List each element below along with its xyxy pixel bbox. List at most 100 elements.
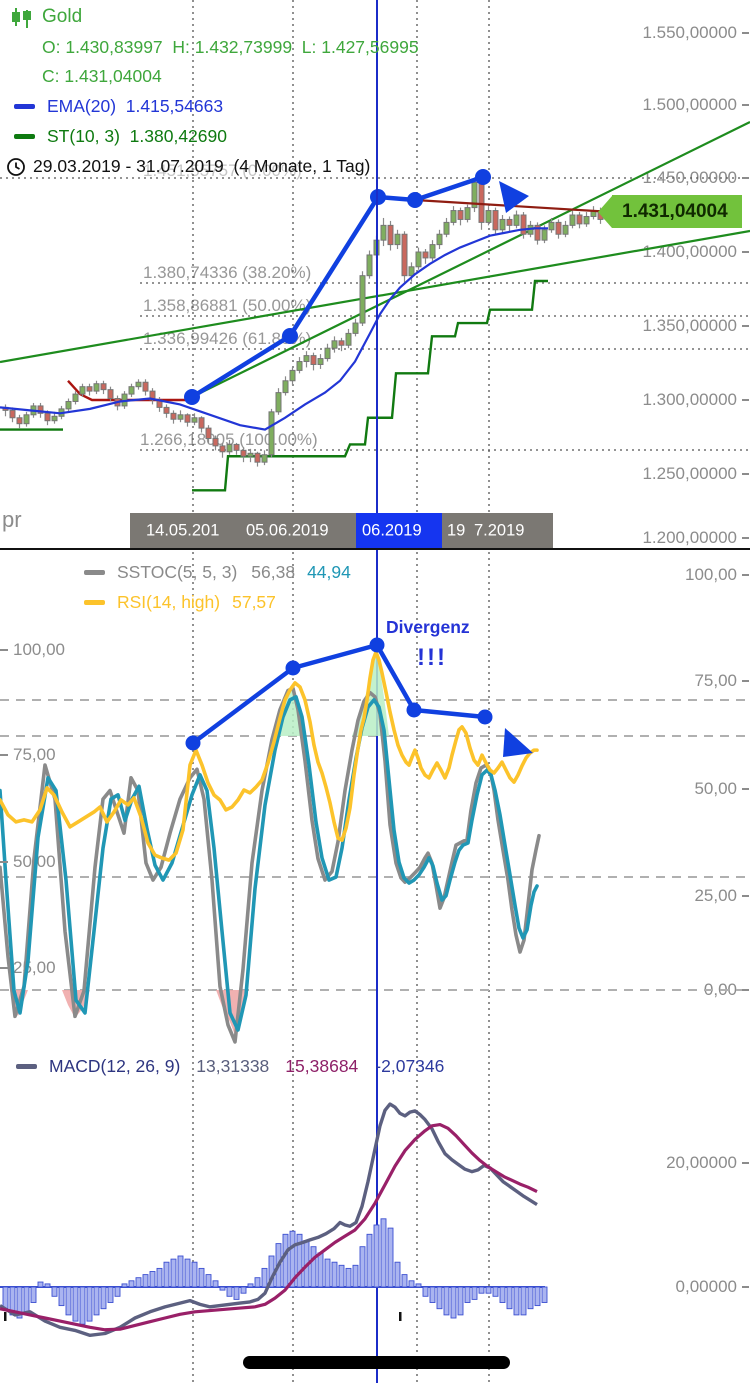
candle-body: [464, 207, 471, 220]
candle-body: [387, 224, 394, 246]
candle-body: [422, 251, 429, 259]
macd-histogram-bar: [37, 1281, 44, 1288]
macd-histogram-bar: [499, 1286, 506, 1303]
axis-tick-label: 1.300,00000: [642, 390, 737, 409]
rsi-value: 57,57: [232, 592, 276, 612]
supertrend-text: ST(10, 3) 1.380,42690: [47, 126, 227, 146]
candle-body: [415, 251, 422, 268]
zigzag-point: [282, 328, 298, 344]
ema-legend[interactable]: EMA(20) 1.415,54663: [14, 96, 223, 117]
axis-minor-tick: [4, 1312, 7, 1321]
macd-histogram-bar: [114, 1286, 121, 1297]
macd-signal-value: 15,38684: [285, 1056, 359, 1076]
candle-body: [303, 355, 310, 363]
macd-histogram-bar: [30, 1286, 37, 1303]
macd-histogram-bar: [233, 1286, 240, 1300]
candle-body: [345, 332, 352, 346]
candle-body: [541, 229, 548, 241]
candle-body: [520, 214, 527, 235]
candle-body: [492, 210, 499, 231]
candle-body: [513, 214, 520, 226]
candle-body: [471, 181, 478, 209]
candle-body: [569, 214, 576, 226]
date-axis-label[interactable]: 06.2019: [362, 521, 422, 539]
instrument-legend[interactable]: Gold: [10, 6, 82, 28]
macd-histogram-bar: [219, 1286, 226, 1291]
axis-tick-label: 75,00: [694, 671, 737, 690]
macd-legend[interactable]: MACD(12, 26, 9) 13,31338 15,38684 -2,073…: [16, 1056, 444, 1077]
candle-body: [226, 443, 233, 453]
candle-body: [261, 454, 268, 463]
oscillator-zigzag-point: [185, 735, 201, 751]
candle-body: [429, 244, 436, 259]
axis-tick-label: 25,00: [694, 886, 737, 905]
macd-histogram-bar: [457, 1286, 464, 1316]
macd-line: [0, 1102, 538, 1338]
macd-histogram-bar: [100, 1286, 107, 1310]
selected-date-highlight[interactable]: [356, 513, 442, 548]
macd-histogram-bar: [352, 1264, 359, 1288]
macd-histogram-bar: [191, 1261, 198, 1288]
macd-color-dash: [16, 1064, 37, 1069]
candle-body: [380, 224, 387, 241]
macd-histogram-bar: [373, 1224, 380, 1288]
macd-histogram-bar: [65, 1286, 72, 1316]
candle-body: [457, 210, 464, 220]
candle-body: [506, 218, 513, 226]
candle-body: [408, 266, 415, 277]
axis-tick-label: 75,00: [13, 745, 56, 764]
ohl-text: O: 1.430,83997 H: 1.432,73999 L: 1.427,5…: [42, 37, 419, 57]
axis-tick-label: 100,00: [685, 565, 737, 584]
date-axis-label[interactable]: 19: [447, 521, 466, 539]
oscillator-zigzag-point: [477, 709, 493, 725]
macd-histogram-bar: [359, 1246, 366, 1288]
badge-value: 1.431,04004: [612, 195, 742, 228]
macd-histogram-bar: [485, 1286, 492, 1294]
candle-body: [443, 221, 450, 235]
macd-histogram-bar: [401, 1274, 408, 1288]
macd-histogram-bar: [492, 1286, 499, 1297]
axis-tick-label: 1.350,00000: [642, 316, 737, 335]
oscillator-line-teal: [0, 695, 539, 1032]
macd-histogram-bar: [205, 1274, 212, 1288]
macd-histogram-bar: [156, 1267, 163, 1288]
oscillator-zigzag-point: [285, 660, 301, 676]
candle-body: [450, 210, 457, 223]
candle-body: [247, 452, 254, 457]
candle-body: [23, 414, 30, 425]
macd-histogram-bar: [464, 1286, 471, 1303]
candle-body: [289, 369, 296, 382]
axis-tick-label: 1.250,00000: [642, 464, 737, 483]
macd-histogram-bar: [79, 1286, 86, 1325]
macd-histogram-bar: [247, 1283, 254, 1288]
macd-histogram-bar: [478, 1286, 485, 1294]
date-axis-label[interactable]: 05.06.2019: [246, 521, 329, 539]
macd-histogram-bar: [86, 1286, 93, 1322]
macd-histogram-value: -2,07346: [375, 1056, 445, 1076]
date-axis-label[interactable]: 14.05.201: [146, 521, 220, 539]
macd-histogram-bar: [282, 1233, 289, 1288]
macd-histogram-bar: [58, 1286, 65, 1307]
horizontal-scrollbar[interactable]: [243, 1356, 510, 1369]
macd-histogram-bar: [107, 1286, 114, 1303]
x-axis-prefix-label: pr: [2, 507, 22, 532]
macd-histogram-bar: [527, 1286, 534, 1310]
candle-body: [324, 347, 331, 360]
divergence-annotation[interactable]: Divergenz: [386, 617, 470, 637]
date-axis-band[interactable]: 14.05.201 05.06.2019 06.2019 19 7.2019: [130, 513, 553, 548]
supertrend-legend[interactable]: ST(10, 3) 1.380,42690: [14, 126, 227, 147]
sstoc-legend[interactable]: SSTOC(5, 5, 3) 56,38 44,94: [84, 562, 351, 583]
rsi-legend[interactable]: RSI(14, high) 57,57: [84, 592, 276, 613]
macd-histogram-bar: [149, 1271, 156, 1288]
fibonacci-level-label: 1.358,86881 (50.00%): [143, 296, 312, 315]
axis-minor-tick: [399, 1312, 402, 1321]
oscillator-down-arrow: [503, 728, 533, 757]
badge-arrow-tip: [598, 195, 612, 228]
macd-histogram-bar: [471, 1286, 478, 1300]
zigzag-point: [475, 169, 491, 185]
candlestick-icon: [12, 8, 31, 28]
date-axis-label[interactable]: 7.2019: [474, 521, 525, 539]
divergence-exclamation[interactable]: !!!: [417, 644, 447, 671]
macd-label: MACD(12, 26, 9): [49, 1056, 181, 1076]
candle-body: [317, 358, 324, 365]
